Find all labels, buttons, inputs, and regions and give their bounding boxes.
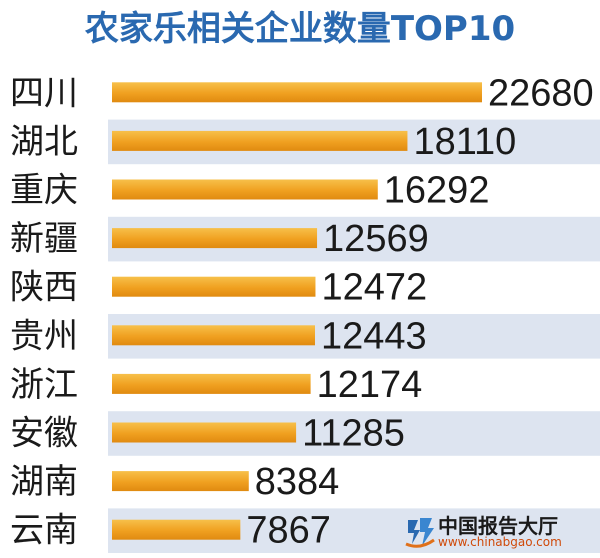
- bar-5: [112, 325, 315, 346]
- value-label-3: 12569: [323, 218, 429, 260]
- category-label-8: 湖南: [10, 462, 78, 502]
- category-label-5: 贵州: [10, 316, 78, 356]
- bar-4: [112, 276, 316, 297]
- bar-7: [112, 422, 297, 443]
- category-label-9: 云南: [10, 511, 78, 551]
- bar-8: [112, 471, 249, 492]
- watermark-url: www.chinabgao.com: [438, 535, 562, 549]
- value-label-4: 12472: [321, 267, 427, 309]
- category-label-2: 重庆: [10, 171, 78, 211]
- category-label-1: 湖北: [10, 122, 78, 162]
- logo-icon: [405, 518, 435, 548]
- value-label-5: 12443: [321, 315, 427, 357]
- watermark-logo: 中国报告大厅 www.chinabgao.com: [404, 510, 594, 554]
- bar-9: [112, 519, 241, 540]
- bar-6: [112, 373, 311, 394]
- value-label-7: 11285: [302, 413, 405, 455]
- watermark-name: 中国报告大厅: [438, 514, 558, 538]
- bar-0: [112, 82, 482, 103]
- value-label-2: 16292: [384, 170, 490, 212]
- bar-1: [112, 130, 408, 151]
- chart-title: 农家乐相关企业数量TOP10: [84, 9, 516, 49]
- bar-2: [112, 179, 378, 200]
- bar-3: [112, 228, 318, 249]
- value-label-9: 7867: [246, 510, 331, 552]
- category-label-7: 安徽: [10, 414, 78, 454]
- value-label-6: 12174: [317, 364, 423, 406]
- value-label-8: 8384: [255, 461, 340, 503]
- category-label-0: 四川: [10, 73, 78, 113]
- category-label-4: 陕西: [10, 268, 78, 308]
- category-label-6: 浙江: [10, 365, 78, 405]
- category-label-3: 新疆: [10, 219, 78, 259]
- value-label-0: 22680: [488, 72, 594, 114]
- value-label-1: 18110: [413, 121, 516, 163]
